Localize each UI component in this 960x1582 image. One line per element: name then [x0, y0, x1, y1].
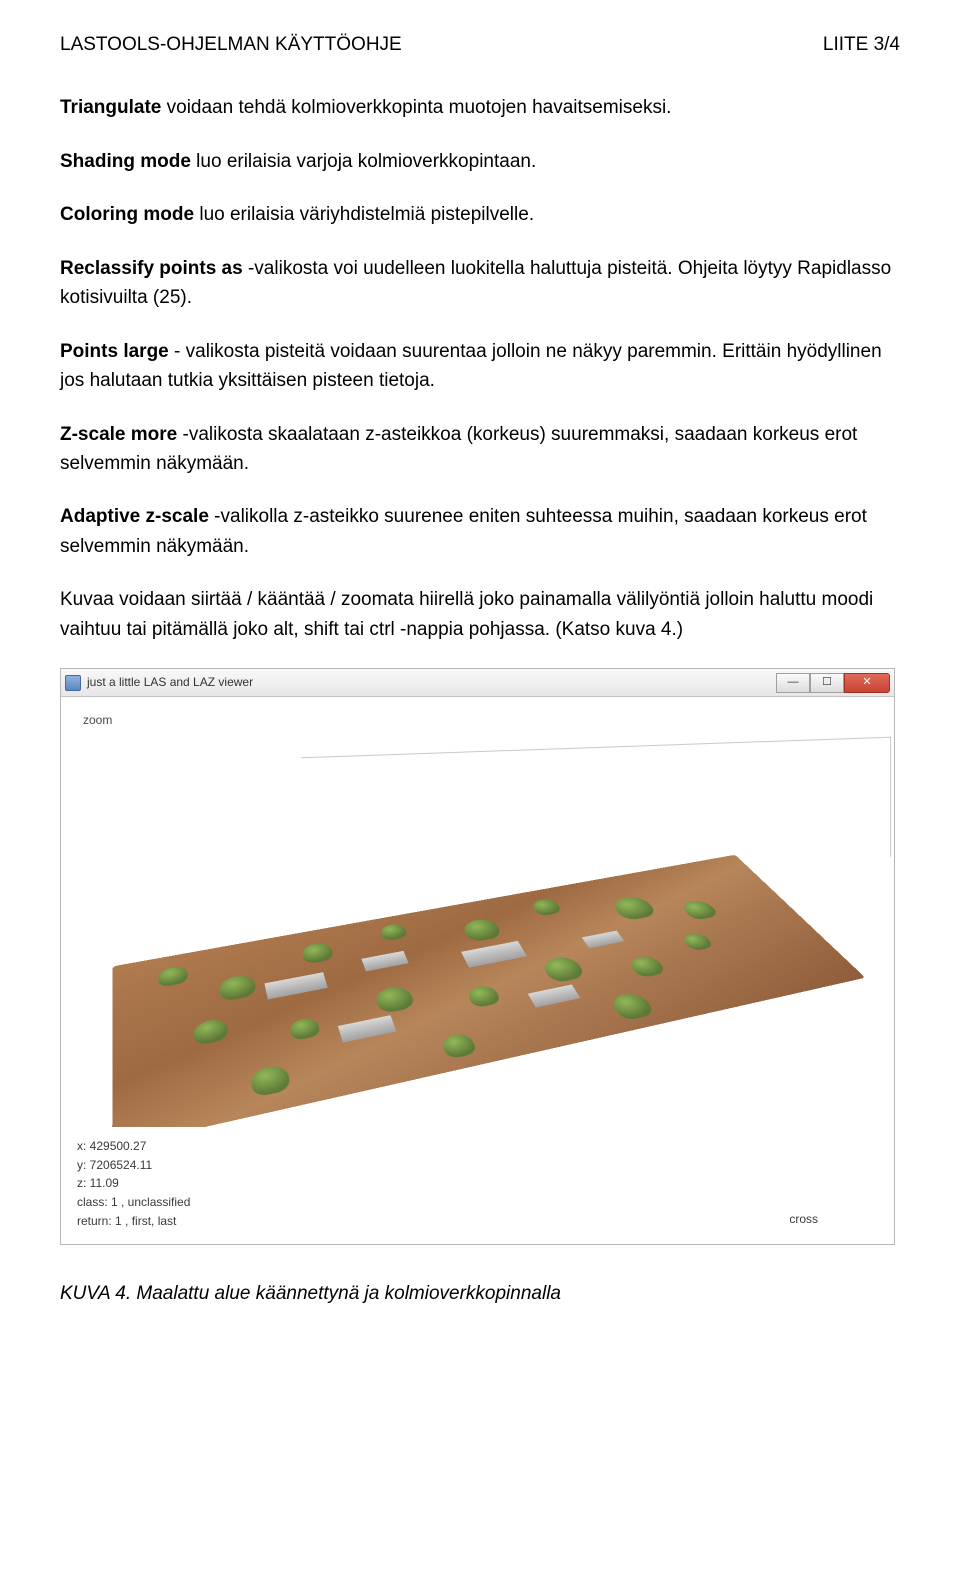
app-icon: [65, 675, 81, 691]
paragraph-reclassify: Reclassify points as -valikosta voi uude…: [60, 254, 900, 313]
text: luo erilaisia varjoja kolmioverkkopintaa…: [191, 151, 536, 172]
grid-backdrop: [301, 737, 891, 878]
term-reclassify: Reclassify points as: [60, 258, 243, 279]
paragraph-controls: Kuvaa voidaan siirtää / kääntää / zoomat…: [60, 585, 900, 644]
term-triangulate: Triangulate: [60, 97, 161, 118]
viewer-viewport[interactable]: zoom: [61, 697, 894, 1127]
paragraph-points-large: Points large - valikosta pisteitä voidaa…: [60, 337, 900, 396]
term-coloring-mode: Coloring mode: [60, 204, 194, 225]
status-left: x: 429500.27 y: 7206524.11 z: 11.09 clas…: [77, 1137, 190, 1230]
caption-text: Maalattu alue käännettynä ja kolmioverkk…: [131, 1283, 561, 1304]
status-cross: cross: [789, 1210, 878, 1231]
paragraph-zscale-more: Z-scale more -valikosta skaalataan z-ast…: [60, 420, 900, 479]
maximize-button[interactable]: ☐: [810, 673, 844, 693]
window-titlebar[interactable]: just a little LAS and LAZ viewer — ☐ ✕: [61, 669, 894, 697]
term-points-large: Points large: [60, 341, 169, 362]
text: Kuvaa voidaan siirtää / kääntää / zoomat…: [60, 589, 873, 639]
status-z: z: 11.09: [77, 1174, 190, 1193]
text: luo erilaisia väriyhdistelmiä pistepilve…: [194, 204, 534, 225]
paragraph-triangulate: Triangulate voidaan tehdä kolmioverkkopi…: [60, 93, 900, 122]
paragraph-adaptive-zscale: Adaptive z-scale -valikolla z-asteikko s…: [60, 502, 900, 561]
page-header: LASTOOLS-OHJELMAN KÄYTTÖOHJE LIITE 3/4: [60, 30, 900, 59]
text: -valikosta skaalataan z-asteikkoa (korke…: [60, 424, 857, 474]
text: voidaan tehdä kolmioverkkopinta muotojen…: [161, 97, 671, 118]
las-viewer-window: just a little LAS and LAZ viewer — ☐ ✕ z…: [60, 668, 895, 1245]
zoom-mode-label: zoom: [83, 711, 112, 730]
status-class: class: 1 , unclassified: [77, 1193, 190, 1212]
header-right: LIITE 3/4: [823, 30, 900, 59]
minimize-button[interactable]: —: [776, 673, 810, 693]
caption-label: KUVA 4.: [60, 1283, 131, 1304]
term-zscale-more: Z-scale more: [60, 424, 177, 445]
window-buttons: — ☐ ✕: [776, 673, 890, 693]
status-bar: x: 429500.27 y: 7206524.11 z: 11.09 clas…: [61, 1127, 894, 1244]
figure-caption: KUVA 4. Maalattu alue käännettynä ja kol…: [60, 1279, 900, 1308]
terrain-render: [112, 855, 865, 1127]
paragraph-coloring: Coloring mode luo erilaisia väriyhdistel…: [60, 200, 900, 229]
status-y: y: 7206524.11: [77, 1156, 190, 1175]
term-shading-mode: Shading mode: [60, 151, 191, 172]
window-title: just a little LAS and LAZ viewer: [87, 673, 253, 692]
paragraph-shading: Shading mode luo erilaisia varjoja kolmi…: [60, 147, 900, 176]
header-left: LASTOOLS-OHJELMAN KÄYTTÖOHJE: [60, 30, 402, 59]
status-x: x: 429500.27: [77, 1137, 190, 1156]
close-button[interactable]: ✕: [844, 673, 890, 693]
term-adaptive-zscale: Adaptive z-scale: [60, 506, 209, 527]
text: - valikosta pisteitä voidaan suurentaa j…: [60, 341, 882, 391]
status-return: return: 1 , first, last: [77, 1212, 190, 1231]
